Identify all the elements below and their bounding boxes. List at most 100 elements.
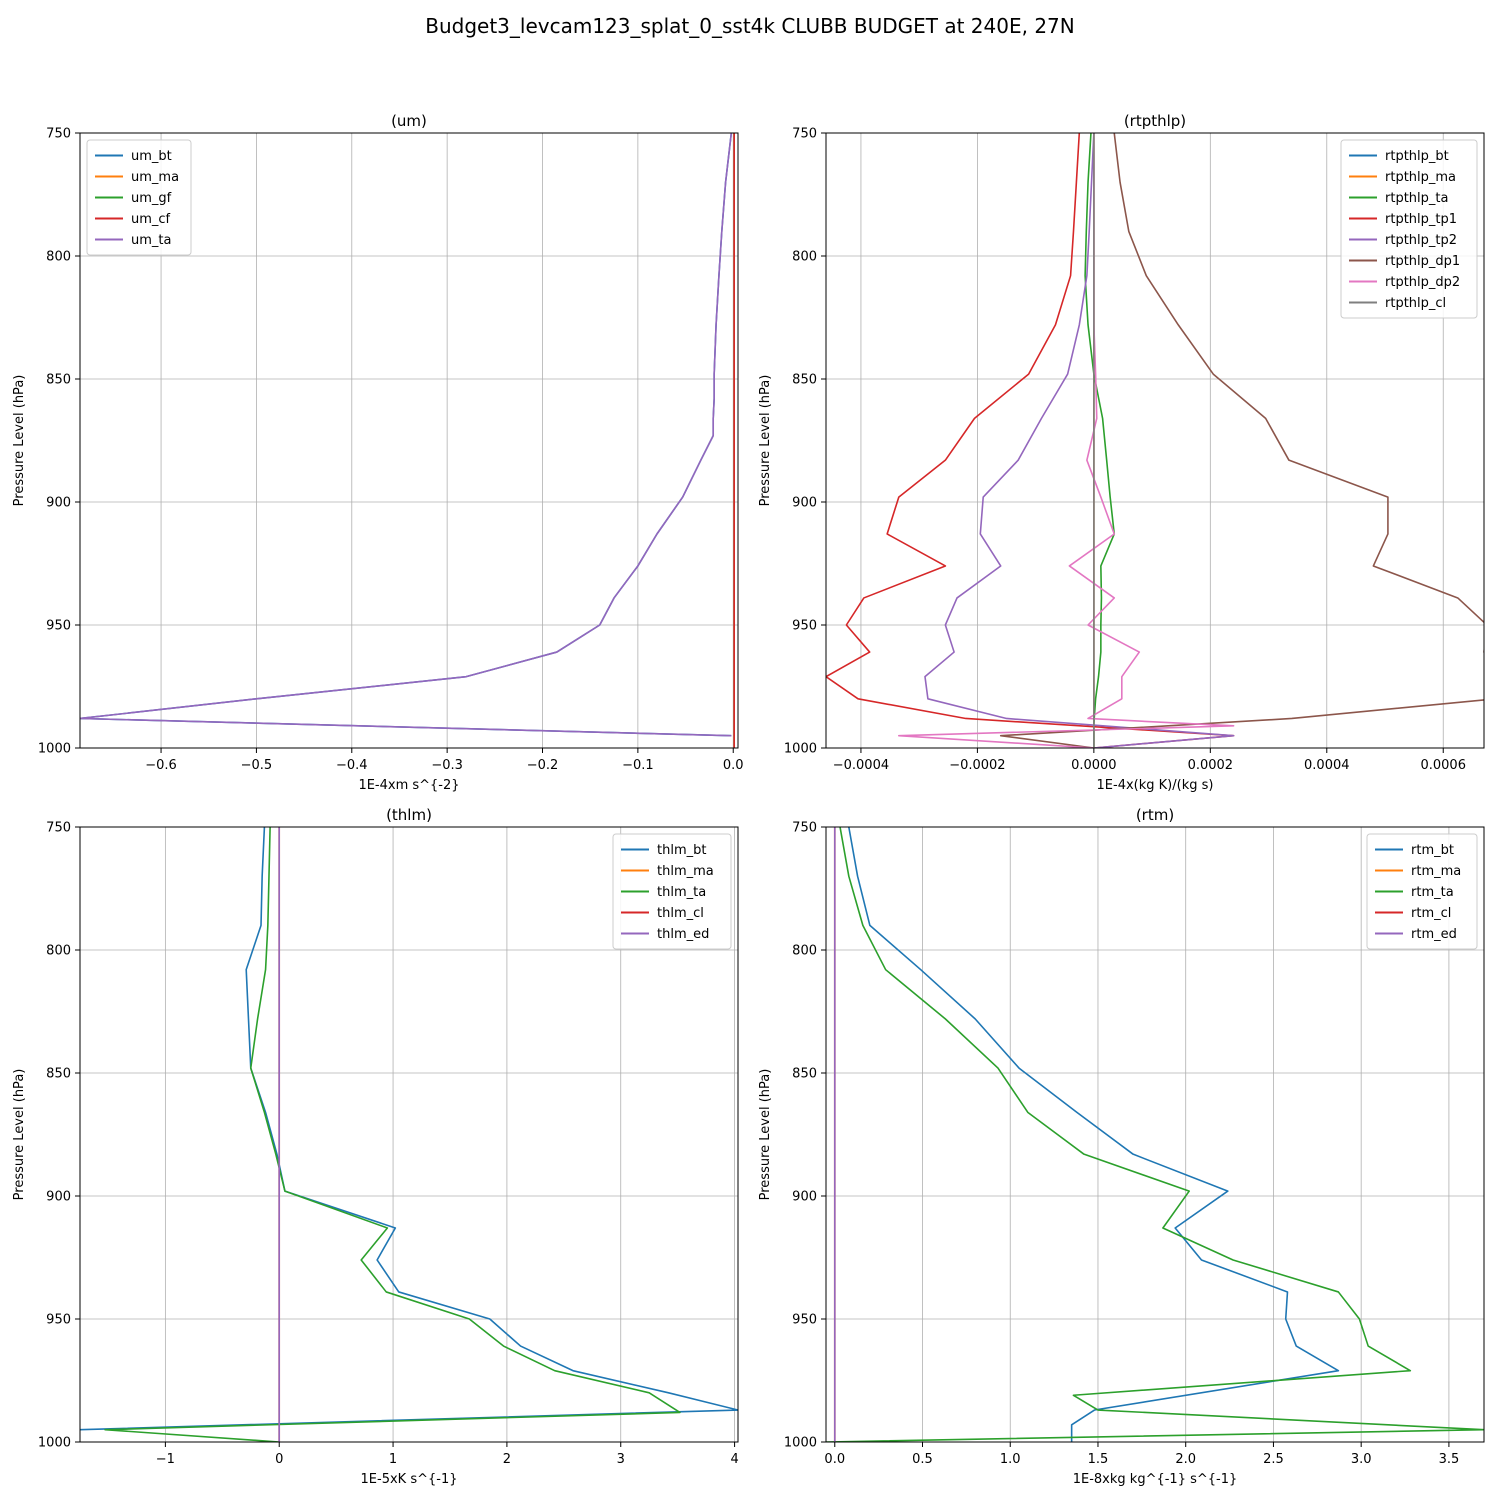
x-tick-label: 0.0002 xyxy=(1188,758,1234,773)
x-tick-label: −1 xyxy=(156,1452,175,1467)
legend-label: um_bt xyxy=(131,149,172,164)
legend-label: thlm_ed xyxy=(657,927,709,942)
legend-label: thlm_ma xyxy=(657,864,714,879)
legend-label: rtm_cl xyxy=(1411,906,1451,921)
x-axis-label: 1E-4x(kg K)/(kg s) xyxy=(1097,778,1214,793)
y-tick-label: 800 xyxy=(46,944,71,959)
legend-box xyxy=(612,833,732,950)
y-tick-label: 800 xyxy=(46,250,71,265)
x-tick-label: 1.5 xyxy=(1088,1452,1109,1467)
subplot-title: (um) xyxy=(391,112,427,130)
y-tick-label: 900 xyxy=(46,496,71,511)
legend-label: thlm_bt xyxy=(657,843,706,858)
legend-label: um_cf xyxy=(131,212,171,227)
legend-label: rtpthlp_dp2 xyxy=(1385,275,1460,290)
x-tick-label: 0.0000 xyxy=(1071,758,1117,773)
legend-label: um_ma xyxy=(131,170,179,185)
legend: rtm_bt rtm_ma rtm_ta rtm_cl rtm_ed xyxy=(1366,833,1478,950)
x-tick-label: 3.5 xyxy=(1439,1452,1460,1467)
legend-label: rtpthlp_tp2 xyxy=(1385,233,1457,248)
legend-label: thlm_ta xyxy=(657,885,706,900)
x-tick-label: 0.0 xyxy=(824,1452,845,1467)
y-tick-label: 750 xyxy=(792,127,817,142)
legend-label: rtpthlp_ma xyxy=(1385,170,1456,185)
legend-label: rtpthlp_tp1 xyxy=(1385,212,1457,227)
legend: thlm_bt thlm_ma thlm_ta thlm_cl thlm_ed xyxy=(612,833,732,950)
subplot-title: (thlm) xyxy=(386,806,432,824)
y-tick-label: 1000 xyxy=(38,1436,71,1451)
y-tick-label: 850 xyxy=(46,373,71,388)
series-line-rtm_bt xyxy=(848,827,1340,1442)
legend-label: rtm_bt xyxy=(1411,843,1454,858)
legend-label: rtpthlp_ta xyxy=(1385,191,1448,206)
y-tick-label: 950 xyxy=(792,619,817,634)
series-line-rtpthlp_tp1 xyxy=(826,133,1235,748)
legend-label: rtpthlp_cl xyxy=(1385,296,1446,311)
y-tick-label: 950 xyxy=(792,1313,817,1328)
x-tick-label: 0.5 xyxy=(912,1452,933,1467)
subplot-title: (rtm) xyxy=(1136,806,1174,824)
axes-frame xyxy=(825,132,1485,749)
y-tick-label: 900 xyxy=(46,1190,71,1205)
x-tick-label: −0.6 xyxy=(145,758,177,773)
legend-box xyxy=(1366,833,1478,950)
y-tick-label: 850 xyxy=(46,1067,71,1082)
y-axis-label: Pressure Level (hPa) xyxy=(758,375,773,507)
y-tick-label: 900 xyxy=(792,1190,817,1205)
x-tick-label: 2.0 xyxy=(1175,1452,1196,1467)
x-axis-label: 1E-4xm s^{-2} xyxy=(358,778,459,793)
legend-label: rtm_ed xyxy=(1411,927,1457,942)
x-tick-label: 2.5 xyxy=(1263,1452,1284,1467)
series-line-thlm_ta xyxy=(104,827,681,1442)
x-tick-label: −0.2 xyxy=(527,758,559,773)
figure-title: Budget3_levcam123_splat_0_sst4k CLUBB BU… xyxy=(425,14,1075,38)
legend: rtpthlp_bt rtpthlp_ma rtpthlp_ta rtpthlp_tp… xyxy=(1340,139,1478,319)
subplot-4: 0.0 0.5 1.0 1.5 2.0 2.5 3.0 3.5 750 800 850 900 950 1… xyxy=(758,806,1485,1487)
subplot-3: −1 0 1 2 3 4 750 800 850 900 950 1000 (thlm) 1E-5xK s… xyxy=(12,806,739,1487)
series-line-rtm_ta xyxy=(826,827,1484,1442)
y-tick-label: 900 xyxy=(792,496,817,511)
series-group xyxy=(80,827,738,1442)
x-tick-label: 3 xyxy=(617,1452,625,1467)
legend: um_bt um_ma um_gf um_cf um_ta xyxy=(86,139,192,256)
axes-frame xyxy=(825,826,1485,1443)
series-group xyxy=(826,827,1484,1442)
series-line-rtpthlp_ta xyxy=(1084,133,1116,748)
y-axis-label: Pressure Level (hPa) xyxy=(12,375,27,507)
x-tick-label: −0.3 xyxy=(431,758,463,773)
x-tick-label: 1 xyxy=(389,1452,397,1467)
legend-box xyxy=(1340,139,1478,319)
series-line-rtpthlp_dp1 xyxy=(999,133,1484,748)
y-tick-label: 750 xyxy=(792,821,817,836)
legend-label: rtpthlp_dp1 xyxy=(1385,254,1460,269)
y-axis-label: Pressure Level (hPa) xyxy=(758,1069,773,1201)
y-tick-label: 800 xyxy=(792,944,817,959)
legend-label: rtm_ta xyxy=(1411,885,1454,900)
y-tick-label: 850 xyxy=(792,373,817,388)
y-tick-label: 1000 xyxy=(784,1436,817,1451)
series-group xyxy=(826,133,1484,748)
x-tick-label: 3.0 xyxy=(1351,1452,1372,1467)
y-tick-label: 1000 xyxy=(38,742,71,757)
x-axis-label: 1E-5xK s^{-1} xyxy=(361,1472,458,1487)
x-tick-label: 0.0006 xyxy=(1420,758,1466,773)
subplot-1: −0.6 −0.5 −0.4 −0.3 −0.2 −0.1 0.0 750 800 850 900 9… xyxy=(12,112,744,793)
x-tick-label: −0.0004 xyxy=(833,758,889,773)
x-tick-label: −0.5 xyxy=(241,758,273,773)
x-tick-label: 2 xyxy=(503,1452,511,1467)
x-axis-label: 1E-8xkg kg^{-1} s^{-1} xyxy=(1073,1472,1238,1487)
legend-label: um_ta xyxy=(131,233,171,248)
axes-frame xyxy=(79,826,739,1443)
y-tick-label: 850 xyxy=(792,1067,817,1082)
x-tick-label: 0 xyxy=(275,1452,283,1467)
x-tick-label: 1.0 xyxy=(1000,1452,1021,1467)
y-tick-label: 950 xyxy=(46,1313,71,1328)
x-tick-label: 4 xyxy=(730,1452,738,1467)
y-tick-label: 800 xyxy=(792,250,817,265)
x-tick-label: 0.0 xyxy=(723,758,744,773)
series-line-rtpthlp_tp2 xyxy=(924,133,1235,748)
x-tick-label: −0.1 xyxy=(622,758,654,773)
x-tick-label: −0.4 xyxy=(336,758,368,773)
subplot-2: −0.0004 −0.0002 0.0000 0.0002 0.0004 0.0006 75… xyxy=(758,112,1485,793)
